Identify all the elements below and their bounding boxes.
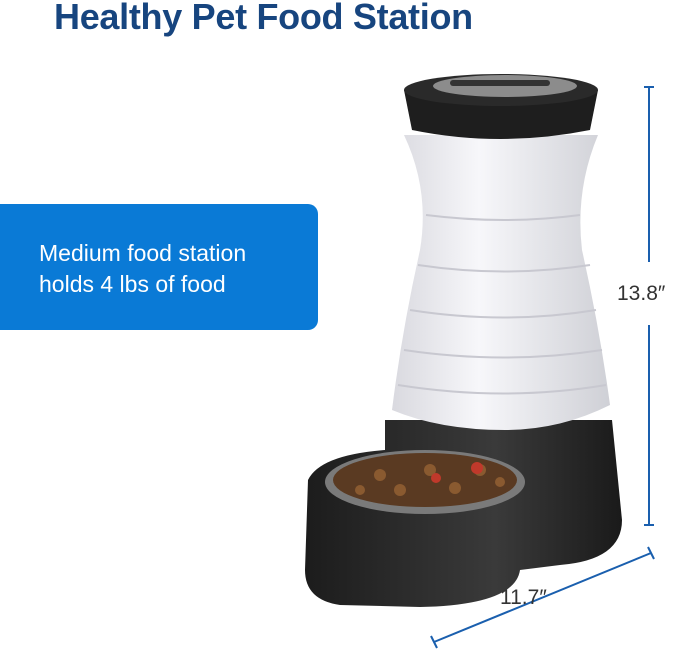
callout-text: Medium food station holds 4 lbs of food [39, 238, 246, 300]
callout-line-2: holds 4 lbs of food [39, 271, 226, 297]
height-dimension-line [644, 86, 654, 526]
feeder-hopper [392, 135, 610, 430]
height-label: 13.8″ [617, 282, 666, 305]
feeder-base [305, 420, 622, 607]
width-dimension-line [430, 546, 655, 649]
width-label: 11.7″ [500, 586, 547, 609]
page-title: Healthy Pet Food Station [54, 0, 473, 37]
callout-box: Medium food station holds 4 lbs of food [0, 204, 318, 330]
callout-line-1: Medium food station [39, 240, 247, 266]
hopper-ridges [397, 214, 607, 395]
feeder-lid [404, 74, 598, 139]
